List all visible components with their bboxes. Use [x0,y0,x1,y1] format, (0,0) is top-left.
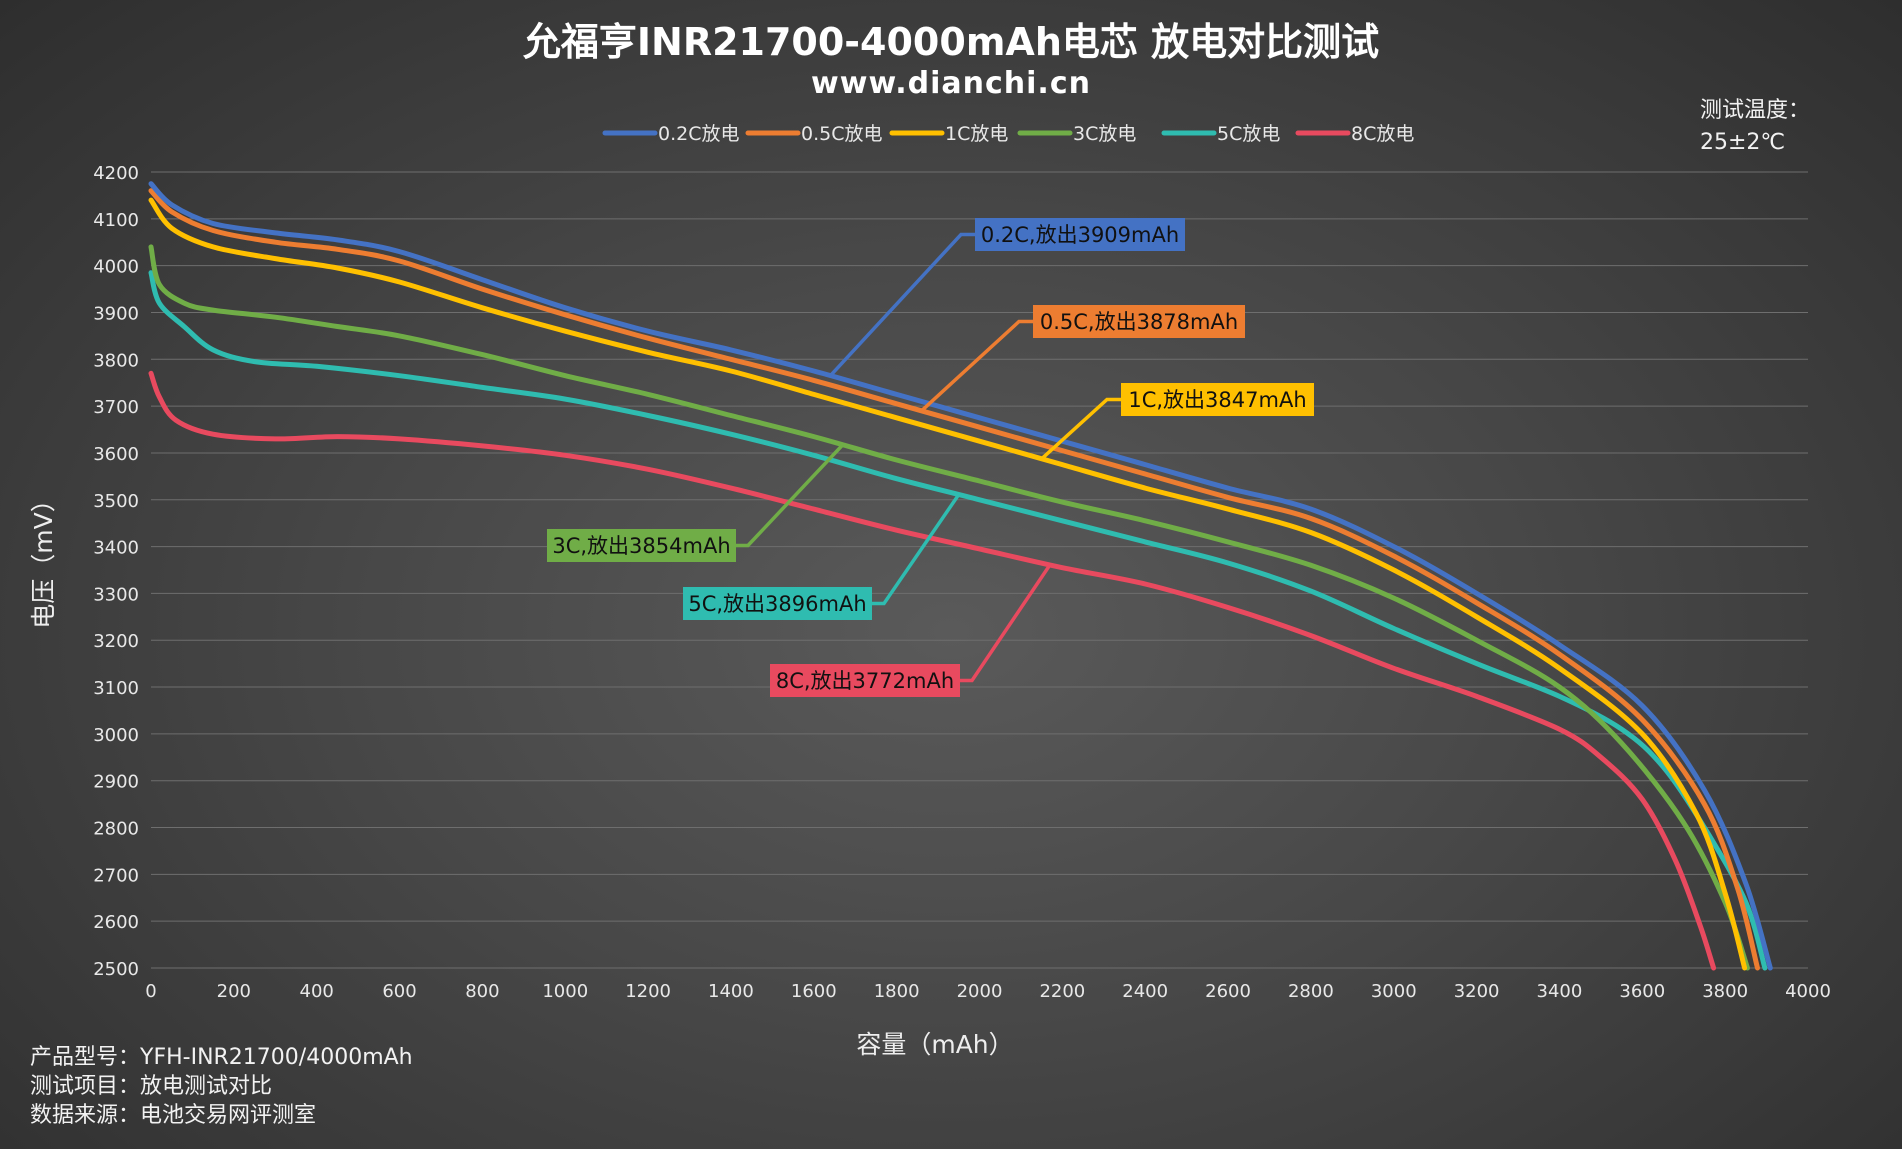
x-tick-label: 1200 [625,981,671,1002]
annotation-label-2: 1C,放出3847mAh [1128,388,1306,412]
x-tick-label: 0 [145,981,156,1002]
annotation-label-4: 5C,放出3896mAh [688,592,866,616]
annotation-box-4 [683,587,872,620]
annotation-box-0 [975,218,1185,251]
chart-subtitle: www.dianchi.cn [811,66,1091,101]
x-tick-label: 600 [382,981,416,1002]
legend-label-1: 0.5C放电 [801,123,882,145]
x-tick-label: 400 [300,981,334,1002]
annotation-label-5: 8C,放出3772mAh [776,669,954,693]
data-source-note: 数据来源：电池交易网评测室 [30,1103,316,1128]
y-tick-label: 3500 [93,491,139,512]
x-tick-label: 800 [465,981,499,1002]
y-tick-label: 3100 [93,678,139,699]
legend-label-3: 3C放电 [1073,123,1136,145]
product-model-note: 产品型号：YFH-INR21700/4000mAh [30,1045,413,1070]
annotation-box-3 [547,529,736,562]
annotation-leader-0 [829,232,975,377]
chart-title: 允福亨INR21700-4000mAh电芯 放电对比测试 [523,20,1379,64]
y-tick-label: 3300 [93,584,139,605]
x-tick-label: 1400 [708,981,754,1002]
annotation-label-0: 0.2C,放出3909mAh [981,223,1179,247]
legend-label-0: 0.2C放电 [658,123,739,145]
annotation-leader-3 [736,443,845,548]
x-tick-label: 1800 [874,981,920,1002]
y-tick-label: 2500 [93,959,139,980]
test-temperature-label: 测试温度： [1700,98,1810,123]
series-line-1 [148,188,1760,971]
x-tick-label: 2200 [1039,981,1085,1002]
series-curves [148,181,1773,971]
chart-legend: 0.2C放电 0.5C放电 1C放电 3C放电 5C放电 8C放电 [602,123,1414,145]
x-tick-label: 3800 [1702,981,1748,1002]
series-line-0 [148,181,1773,971]
y-tick-label: 3600 [93,444,139,465]
annotation-box-2 [1121,383,1314,416]
annotation-leader-2 [1040,397,1121,461]
x-axis-ticks: 0 200 400 600 800 1000 1200 1400 1600 1800 2000 220… [145,981,1831,1002]
y-axis-label: 电压（mV） [29,487,58,628]
annotation-label-1: 0.5C,放出3878mAh [1040,310,1238,334]
x-tick-label: 3600 [1619,981,1665,1002]
y-tick-label: 2900 [93,772,139,793]
y-tick-label: 3400 [93,538,139,559]
x-tick-label: 1000 [542,981,588,1002]
series-line-5 [148,370,1717,971]
y-tick-label: 3800 [93,350,139,371]
y-tick-label: 4000 [93,257,139,278]
annotation-leader-1 [920,319,1033,413]
annotation-leader-5 [960,563,1052,683]
legend-label-4: 5C放电 [1217,123,1280,145]
x-tick-label: 2800 [1288,981,1334,1002]
y-tick-label: 4200 [93,163,139,184]
annotation-leader-4 [872,493,961,606]
x-tick-label: 3400 [1537,981,1583,1002]
annotation-box-1 [1033,305,1245,338]
y-tick-label: 3000 [93,725,139,746]
test-temperature-value: 25±2℃ [1700,130,1785,155]
x-tick-label: 3000 [1371,981,1417,1002]
y-tick-label: 2800 [93,819,139,840]
y-tick-label: 4100 [93,210,139,231]
x-tick-label: 2600 [1205,981,1251,1002]
y-tick-label: 3900 [93,303,139,324]
y-tick-label: 3200 [93,631,139,652]
legend-label-2: 1C放电 [945,123,1008,145]
y-tick-label: 2700 [93,865,139,886]
annotation-label-3: 3C,放出3854mAh [552,534,730,558]
x-tick-label: 200 [217,981,251,1002]
x-tick-label: 2000 [957,981,1003,1002]
y-tick-label: 2600 [93,912,139,933]
y-axis-ticks: 2500 2600 2700 2800 2900 3000 3100 3200 3300 3400… [93,163,139,980]
x-tick-label: 1600 [791,981,837,1002]
x-axis-label: 容量（mAh） [856,1030,1013,1059]
x-tick-label: 3200 [1454,981,1500,1002]
x-tick-label: 2400 [1122,981,1168,1002]
series-annotations: 0.2C,放出3909mAh 0.5C,放出3878mAh 1C,放出3847mAh… [547,218,1314,697]
legend-label-5: 8C放电 [1351,123,1414,145]
series-line-3 [148,244,1750,971]
grid-lines [151,171,1808,969]
series-line-2 [148,197,1748,971]
annotation-box-5 [770,664,960,697]
y-tick-label: 3700 [93,397,139,418]
test-item-note: 测试项目：放电测试对比 [30,1074,272,1099]
x-tick-label: 4000 [1785,981,1831,1002]
